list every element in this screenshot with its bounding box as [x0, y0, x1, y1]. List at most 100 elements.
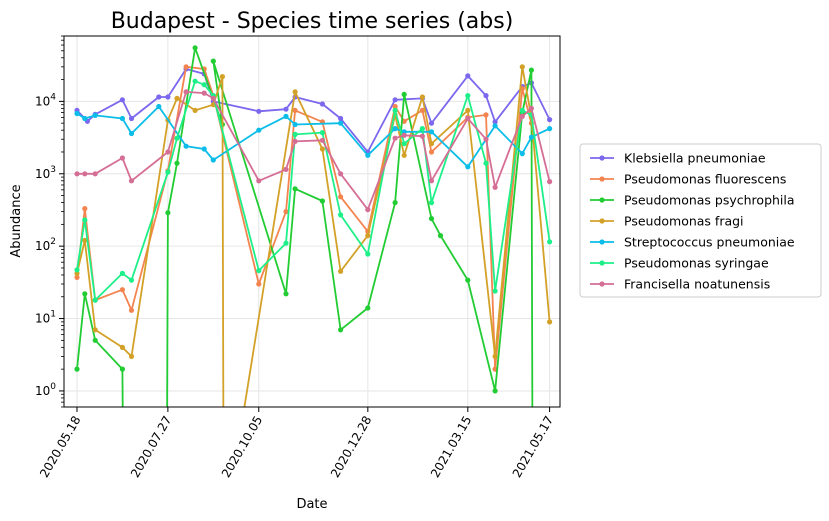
legend-item: Pseudomonas syringae [590, 256, 769, 271]
data-point [74, 171, 80, 177]
data-point [92, 171, 98, 177]
data-point [319, 198, 325, 204]
series-3 [74, 64, 553, 407]
data-point [365, 207, 371, 213]
legend-label: Pseudomonas psychrophila [624, 193, 795, 208]
data-point [82, 171, 88, 177]
data-point [437, 233, 444, 239]
data-point [74, 267, 80, 273]
data-point [365, 305, 371, 311]
data-point [119, 287, 125, 293]
data-point [92, 337, 98, 343]
data-point [256, 268, 262, 274]
legend-item: Pseudomonas fragi [590, 214, 744, 229]
data-point [547, 319, 553, 325]
legend-swatch-marker [599, 239, 605, 245]
data-point [492, 288, 498, 294]
data-point [283, 291, 289, 297]
plot-series [74, 45, 553, 407]
data-point [128, 277, 135, 283]
legend-item: Klebsiella pneumoniae [590, 151, 766, 166]
legend-swatch-marker [599, 176, 605, 182]
data-point [465, 164, 471, 170]
data-point [465, 277, 471, 283]
legend-swatch-marker [599, 197, 605, 203]
y-axis-label: Abundance [9, 184, 24, 257]
data-point [128, 307, 135, 313]
data-point [256, 127, 262, 133]
data-point [210, 95, 216, 101]
data-point [428, 141, 435, 147]
data-point [528, 67, 535, 73]
series-line [76, 80, 551, 302]
data-point [174, 135, 180, 141]
data-point [319, 146, 325, 152]
data-point [483, 160, 489, 166]
data-point [419, 107, 425, 113]
data-point [338, 327, 344, 333]
data-point [219, 74, 225, 80]
data-point [492, 123, 498, 129]
data-point [174, 95, 180, 101]
series-6 [74, 89, 553, 213]
data-point [92, 112, 98, 118]
data-point [338, 268, 344, 274]
data-point [319, 101, 325, 107]
data-point [419, 94, 425, 100]
data-point [428, 178, 435, 184]
data-point [92, 297, 98, 303]
data-point [119, 344, 125, 350]
data-point [128, 178, 135, 184]
x-tick-label: 2020.10.05 [219, 414, 265, 481]
data-point [519, 113, 525, 119]
data-point [465, 73, 471, 79]
data-point [392, 107, 398, 113]
data-point [483, 136, 489, 142]
data-point [392, 126, 398, 132]
data-point [292, 89, 298, 95]
legend-swatch-marker [599, 155, 605, 161]
data-point [183, 143, 189, 149]
data-point [292, 138, 298, 144]
y-tick-label: 100 [35, 382, 56, 398]
data-point [192, 45, 198, 51]
data-point [92, 327, 98, 333]
series-4 [74, 103, 553, 170]
legend-label: Francisella noatunensis [624, 277, 770, 292]
data-point [165, 169, 171, 175]
data-point [74, 110, 80, 117]
data-point [365, 233, 371, 239]
data-point [128, 130, 135, 137]
data-point [183, 89, 189, 95]
data-point [119, 97, 125, 103]
legend-swatch-marker [599, 281, 605, 287]
data-point [392, 97, 398, 103]
data-point [82, 115, 88, 122]
y-tick-label: 102 [35, 237, 56, 253]
data-point [165, 94, 171, 100]
data-point [292, 121, 298, 128]
data-point [492, 388, 498, 394]
chart-title: Budapest - Species time series (abs) [111, 9, 514, 34]
data-point [183, 64, 189, 70]
legend-label: Pseudomonas fluorescens [624, 172, 786, 187]
x-axis: 2020.05.18 2020.07.27 2020.10.05 2020.12.28… [37, 407, 556, 480]
data-point [419, 133, 425, 139]
data-point [401, 141, 407, 147]
data-point [519, 64, 525, 70]
data-point [119, 270, 125, 276]
data-point [401, 132, 407, 138]
data-point [547, 179, 553, 185]
x-axis-label: Date [296, 497, 327, 512]
data-point [283, 106, 289, 112]
data-point [365, 152, 371, 158]
x-tick-label: 2021.03.15 [428, 414, 474, 481]
data-point [392, 135, 398, 141]
data-point [319, 137, 325, 143]
data-point [128, 353, 135, 359]
data-point [319, 130, 325, 136]
series-5 [74, 78, 553, 303]
legend-item: Streptococcus pneumoniae [590, 235, 795, 250]
data-point [174, 160, 180, 166]
data-point [338, 194, 344, 200]
